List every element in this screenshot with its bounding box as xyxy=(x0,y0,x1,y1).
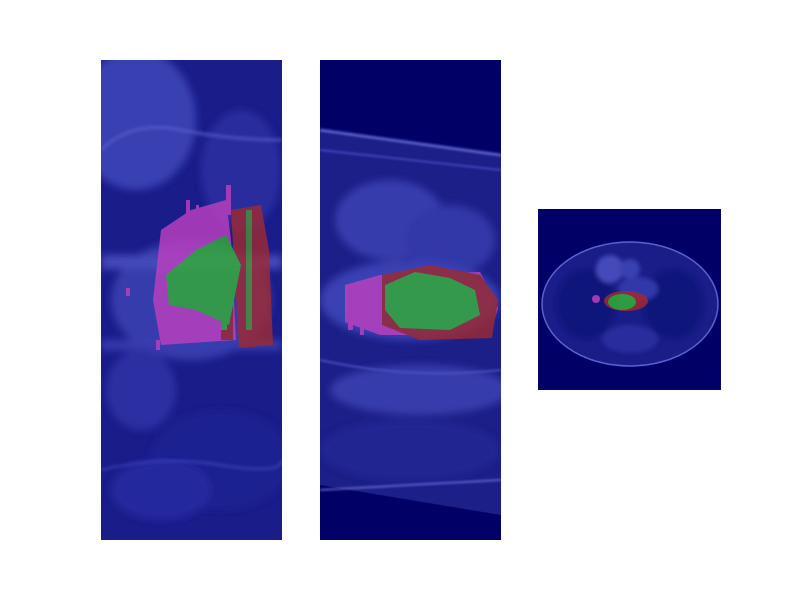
segmentation-overlay xyxy=(592,291,648,311)
coronal-slice-image xyxy=(101,60,282,540)
axial-slice-panel xyxy=(538,209,721,390)
segmentation-overlay xyxy=(126,185,273,350)
segmentation-overlay xyxy=(345,265,498,340)
coronal-slice-panel xyxy=(101,60,282,540)
sagittal-slice-panel xyxy=(320,60,501,540)
axial-slice-image xyxy=(538,209,721,390)
sagittal-slice-image xyxy=(320,60,501,540)
